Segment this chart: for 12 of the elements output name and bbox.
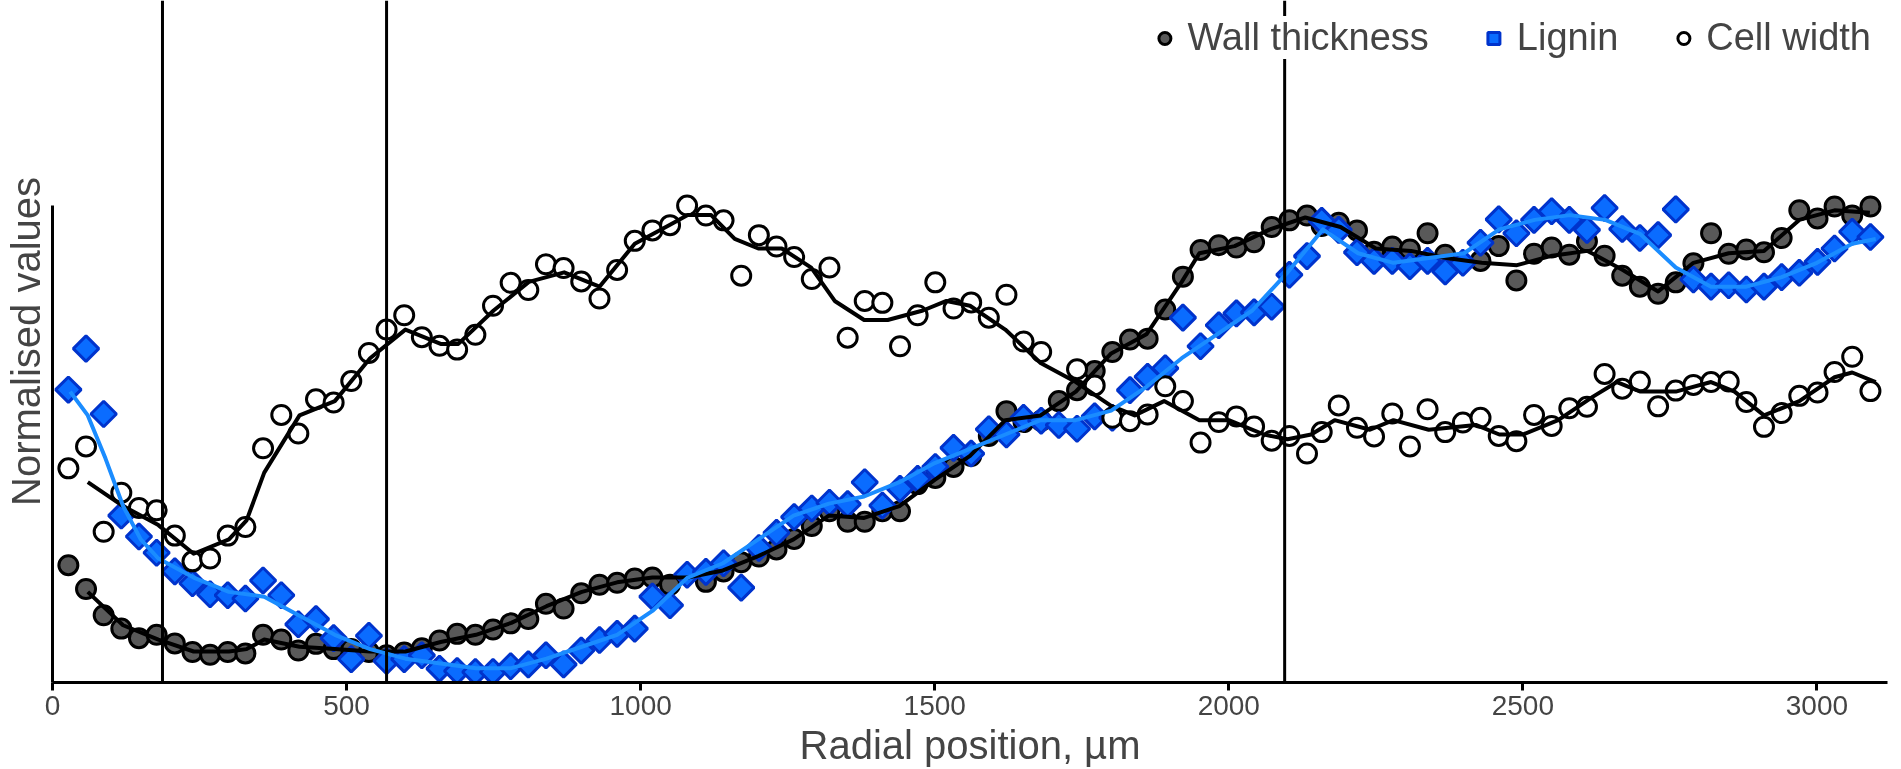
x-tick-label: 1500 bbox=[903, 689, 966, 721]
x-tick-label: 500 bbox=[323, 689, 370, 721]
legend-label: Wall thickness bbox=[1187, 16, 1429, 59]
x-tick-label: 0 bbox=[44, 689, 61, 721]
legend-label: Lignin bbox=[1516, 16, 1619, 59]
x-axis-title: Radial position, µm bbox=[799, 722, 1141, 767]
x-tick-label: 2000 bbox=[1197, 689, 1260, 721]
y-axis-title: Normalised values bbox=[3, 176, 48, 507]
legend-label: Cell width bbox=[1706, 16, 1871, 59]
x-tick-label: 1000 bbox=[609, 689, 672, 721]
x-tick-label: 3000 bbox=[1785, 689, 1849, 721]
x-tick-label: 2500 bbox=[1491, 689, 1554, 721]
